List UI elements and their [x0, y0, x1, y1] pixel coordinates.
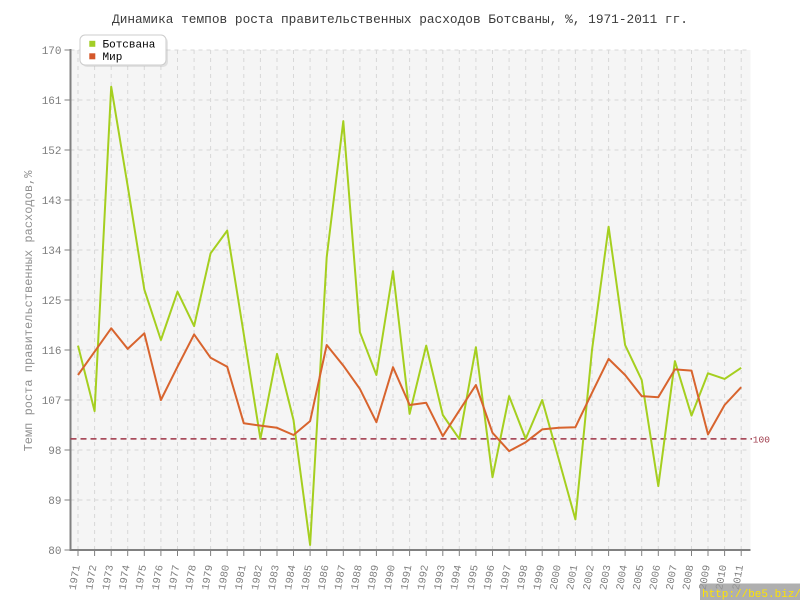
svg-text:2006: 2006 [648, 564, 664, 591]
svg-text:107: 107 [42, 396, 62, 408]
svg-text:1993: 1993 [432, 564, 448, 591]
svg-text:Динамика темпов роста правител: Динамика темпов роста правительственных … [112, 12, 688, 27]
svg-text:1988: 1988 [350, 564, 366, 591]
svg-text:125: 125 [42, 296, 62, 308]
svg-text:2001: 2001 [565, 564, 581, 591]
svg-text:1989: 1989 [366, 564, 382, 591]
svg-text:1981: 1981 [233, 564, 249, 591]
svg-text:1979: 1979 [200, 564, 216, 591]
svg-text:2002: 2002 [582, 564, 598, 591]
svg-text:1973: 1973 [101, 564, 117, 591]
svg-text:2004: 2004 [615, 564, 631, 591]
svg-text:152: 152 [42, 146, 62, 158]
svg-text:1995: 1995 [466, 564, 482, 591]
svg-text:1972: 1972 [84, 564, 100, 591]
svg-text:1994: 1994 [449, 564, 465, 591]
svg-text:Ботсвана: Ботсвана [103, 40, 156, 52]
svg-text:1998: 1998 [515, 564, 531, 591]
svg-text:1990: 1990 [383, 564, 399, 591]
svg-text:1982: 1982 [250, 564, 266, 591]
svg-text:1987: 1987 [333, 564, 349, 591]
svg-text:1997: 1997 [499, 564, 515, 591]
svg-text:1976: 1976 [151, 564, 167, 591]
svg-text:89: 89 [48, 496, 61, 508]
svg-text:1999: 1999 [532, 564, 548, 591]
svg-text:1996: 1996 [482, 564, 498, 591]
svg-text:143: 143 [42, 196, 62, 208]
svg-text:http://be5.biz/: http://be5.biz/ [702, 589, 800, 600]
svg-text:1978: 1978 [184, 564, 200, 591]
svg-text:161: 161 [42, 96, 62, 108]
svg-text:1971: 1971 [68, 564, 84, 591]
svg-text:1975: 1975 [134, 564, 150, 591]
svg-text:1992: 1992 [416, 564, 432, 591]
svg-text:98: 98 [48, 446, 61, 458]
svg-text:1974: 1974 [117, 564, 133, 591]
svg-text:1980: 1980 [217, 564, 233, 591]
svg-text:1977: 1977 [167, 564, 183, 591]
svg-text:2008: 2008 [681, 564, 697, 591]
svg-text:1983: 1983 [267, 564, 283, 591]
svg-text:1985: 1985 [300, 564, 316, 591]
svg-text:2000: 2000 [548, 564, 564, 591]
svg-text:2005: 2005 [631, 564, 647, 591]
svg-text:116: 116 [42, 346, 62, 358]
svg-text:2007: 2007 [665, 564, 681, 591]
svg-text:Мир: Мир [103, 52, 123, 64]
svg-text:134: 134 [42, 246, 62, 258]
svg-text:80: 80 [48, 546, 61, 558]
svg-text:170: 170 [42, 46, 62, 58]
svg-text:Темп роста правительственных р: Темп роста правительственных расходов,% [22, 170, 36, 452]
svg-text:1984: 1984 [283, 564, 299, 591]
svg-text:1991: 1991 [399, 564, 415, 591]
svg-text:1986: 1986 [316, 564, 332, 591]
svg-text:100: 100 [753, 434, 770, 445]
svg-text:2003: 2003 [598, 564, 614, 591]
